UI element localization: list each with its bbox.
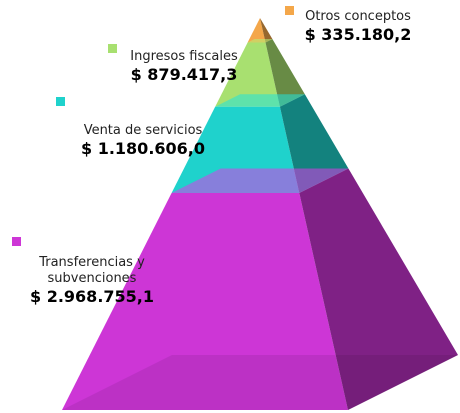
data-label: Ingresos fiscales $ 879.417,3 <box>119 49 249 84</box>
segment-side <box>279 94 349 194</box>
segment-top <box>171 168 349 194</box>
value-label: $ 335.180,2 <box>304 25 412 44</box>
segment-front <box>215 42 280 107</box>
segment-side <box>265 39 305 107</box>
segment-side <box>260 18 273 43</box>
segment-top <box>247 39 273 43</box>
category-label: Otros conceptos <box>305 9 411 24</box>
value-label: $ 1.180.606,0 <box>81 139 205 158</box>
segment-front <box>62 193 348 410</box>
category-label: Ingresos fiscales <box>130 49 238 64</box>
category-label: Venta de servicios <box>83 123 203 138</box>
base-shadow <box>62 355 458 410</box>
legend-swatch <box>12 237 21 246</box>
category-label: Transferencias y subvenciones <box>39 255 145 286</box>
segment-front <box>247 18 266 43</box>
legend-swatch <box>108 44 117 53</box>
data-label: Transferencias y subvenciones $ 2.968.755… <box>27 255 157 306</box>
segment-side <box>299 168 458 410</box>
data-label: Venta de servicios $ 1.180.606,0 <box>78 123 208 158</box>
legend-swatch <box>56 97 65 106</box>
segment-top <box>215 94 305 107</box>
value-label: $ 879.417,3 <box>130 65 238 84</box>
legend-swatch <box>285 6 294 15</box>
value-label: $ 2.968.755,1 <box>30 287 154 306</box>
data-label: Otros conceptos $ 335.180,2 <box>293 9 423 44</box>
